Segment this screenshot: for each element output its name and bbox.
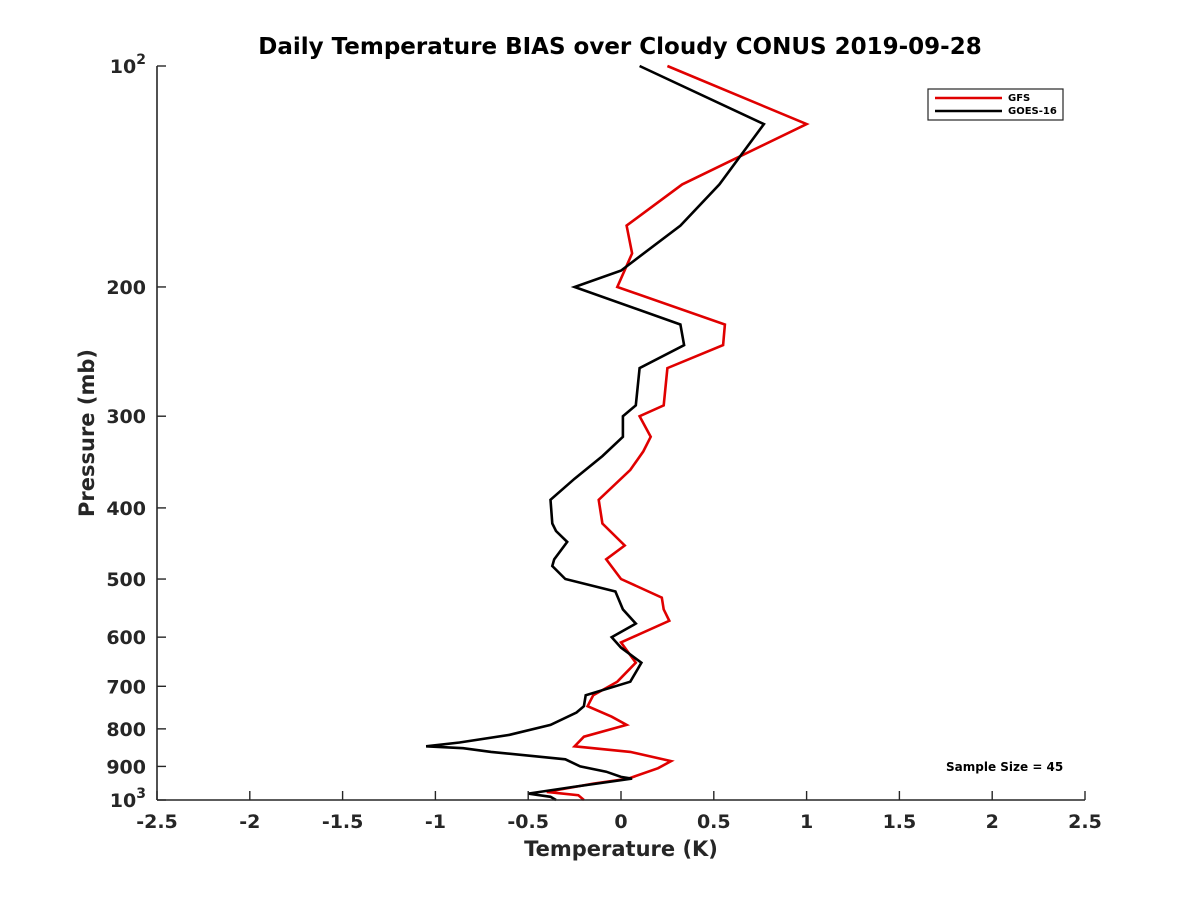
legend-label-goes-16: GOES-16 bbox=[1008, 106, 1057, 117]
y-ticks: 102 200 300 400 500 600 700 800 900 103 bbox=[106, 52, 166, 812]
x-tick-label: 2 bbox=[986, 811, 999, 833]
x-tick-label: -1.5 bbox=[322, 811, 364, 833]
x-tick-label: -2.5 bbox=[136, 811, 178, 833]
y-tick-label: 102 bbox=[110, 52, 146, 78]
chart-title: Daily Temperature BIAS over Cloudy CONUS… bbox=[258, 34, 981, 60]
x-tick-label: 1.5 bbox=[883, 811, 917, 833]
y-tick-label: 200 bbox=[106, 277, 146, 299]
y-tick-label: 300 bbox=[106, 406, 146, 428]
y-tick-label: 400 bbox=[106, 498, 146, 520]
x-tick-label: -2 bbox=[239, 811, 260, 833]
x-tick-label: -1 bbox=[425, 811, 446, 833]
x-tick-label: -0.5 bbox=[507, 811, 549, 833]
x-tick-label: 1 bbox=[800, 811, 813, 833]
y-axis-label: Pressure (mb) bbox=[75, 349, 99, 517]
sample-size-annotation: Sample Size = 45 bbox=[946, 760, 1063, 774]
series-line-goes-16 bbox=[425, 64, 766, 802]
y-tick-label: 800 bbox=[106, 719, 146, 741]
legend: GFS GOES-16 bbox=[927, 88, 1064, 121]
series-line-gfs bbox=[546, 64, 810, 801]
y-tick-label: 900 bbox=[106, 756, 146, 778]
x-axis-label: Temperature (K) bbox=[524, 837, 718, 861]
y-tick-label: 103 bbox=[110, 786, 146, 812]
y-tick-label: 600 bbox=[106, 627, 146, 649]
series-layer bbox=[425, 64, 810, 802]
legend-label-gfs: GFS bbox=[1008, 93, 1030, 104]
y-tick-label: 700 bbox=[106, 676, 146, 698]
x-tick-label: 2.5 bbox=[1068, 811, 1102, 833]
legend-box bbox=[927, 88, 1064, 121]
y-tick-label: 500 bbox=[106, 569, 146, 591]
x-tick-label: 0 bbox=[614, 811, 627, 833]
x-ticks: -2.5 -2 -1.5 -1 -0.5 0 0.5 1 1.5 2 2.5 bbox=[136, 791, 1102, 833]
x-tick-label: 0.5 bbox=[697, 811, 731, 833]
